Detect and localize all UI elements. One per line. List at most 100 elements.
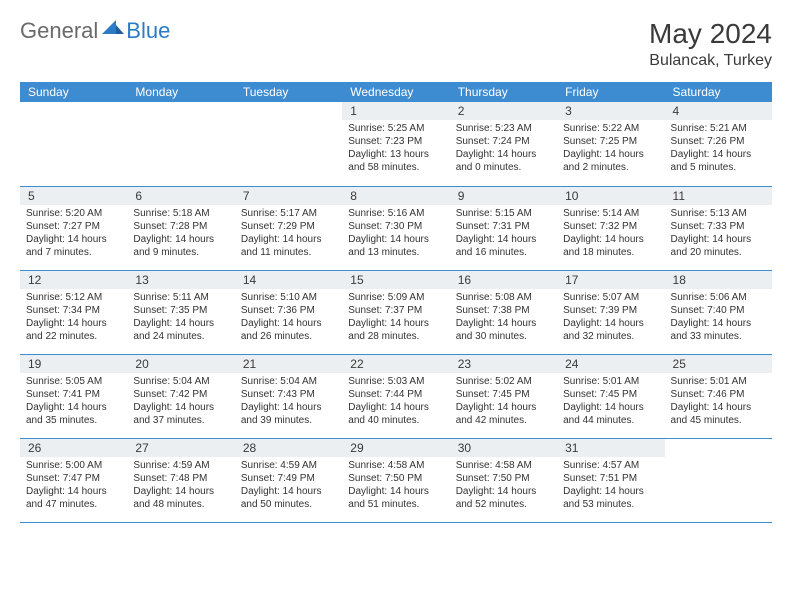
- cell-body: Sunrise: 5:07 AMSunset: 7:39 PMDaylight:…: [557, 289, 664, 347]
- sunset-line: Sunset: 7:47 PM: [26, 472, 121, 485]
- day-header: Sunday: [20, 82, 127, 102]
- calendar-cell: 20Sunrise: 5:04 AMSunset: 7:42 PMDayligh…: [127, 354, 234, 438]
- cell-body: Sunrise: 5:17 AMSunset: 7:29 PMDaylight:…: [235, 205, 342, 263]
- day-number: 12: [20, 271, 127, 289]
- day-header: Friday: [557, 82, 664, 102]
- calendar-table: SundayMondayTuesdayWednesdayThursdayFrid…: [20, 82, 772, 523]
- calendar-cell: 24Sunrise: 5:01 AMSunset: 7:45 PMDayligh…: [557, 354, 664, 438]
- sunrise-line: Sunrise: 5:01 AM: [563, 375, 658, 388]
- sunset-line: Sunset: 7:30 PM: [348, 220, 443, 233]
- sunrise-line: Sunrise: 5:04 AM: [133, 375, 228, 388]
- calendar-cell: [20, 102, 127, 186]
- day-header: Monday: [127, 82, 234, 102]
- sunrise-line: Sunrise: 4:57 AM: [563, 459, 658, 472]
- day-number: 5: [20, 187, 127, 205]
- sunset-line: Sunset: 7:42 PM: [133, 388, 228, 401]
- day-number: 24: [557, 355, 664, 373]
- title-block: May 2024 Bulancak, Turkey: [649, 18, 772, 70]
- sunset-line: Sunset: 7:48 PM: [133, 472, 228, 485]
- sunrise-line: Sunrise: 5:12 AM: [26, 291, 121, 304]
- sunset-line: Sunset: 7:34 PM: [26, 304, 121, 317]
- daylight-line: Daylight: 14 hours and 0 minutes.: [456, 148, 551, 174]
- sunset-line: Sunset: 7:26 PM: [671, 135, 766, 148]
- daylight-line: Daylight: 14 hours and 28 minutes.: [348, 317, 443, 343]
- sunset-line: Sunset: 7:41 PM: [26, 388, 121, 401]
- calendar-cell: 19Sunrise: 5:05 AMSunset: 7:41 PMDayligh…: [20, 354, 127, 438]
- calendar-cell: 27Sunrise: 4:59 AMSunset: 7:48 PMDayligh…: [127, 438, 234, 522]
- calendar-cell: 12 Sunrise: 5:12 AMSunset: 7:34 PMDayligh…: [20, 270, 127, 354]
- day-number: 6: [127, 187, 234, 205]
- day-number: 10: [557, 187, 664, 205]
- day-number: 31: [557, 439, 664, 457]
- sunrise-line: Sunrise: 5:25 AM: [348, 122, 443, 135]
- day-header-row: SundayMondayTuesdayWednesdayThursdayFrid…: [20, 82, 772, 102]
- sunset-line: Sunset: 7:46 PM: [671, 388, 766, 401]
- daylight-line: Daylight: 14 hours and 13 minutes.: [348, 233, 443, 259]
- cell-body: Sunrise: 5:22 AMSunset: 7:25 PMDaylight:…: [557, 120, 664, 178]
- calendar-cell: 1Sunrise: 5:25 AMSunset: 7:23 PMDaylight…: [342, 102, 449, 186]
- location-label: Bulancak, Turkey: [649, 52, 772, 70]
- page-title: May 2024: [649, 18, 772, 50]
- calendar-cell: 21Sunrise: 5:04 AMSunset: 7:43 PMDayligh…: [235, 354, 342, 438]
- cell-body: Sunrise: 5:16 AMSunset: 7:30 PMDaylight:…: [342, 205, 449, 263]
- daylight-line: Daylight: 14 hours and 16 minutes.: [456, 233, 551, 259]
- cell-body: Sunrise: 5:06 AMSunset: 7:40 PMDaylight:…: [665, 289, 772, 347]
- cell-body: Sunrise: 4:59 AMSunset: 7:49 PMDaylight:…: [235, 457, 342, 515]
- sunrise-line: Sunrise: 5:10 AM: [241, 291, 336, 304]
- cell-body: Sunrise: 5:23 AMSunset: 7:24 PMDaylight:…: [450, 120, 557, 178]
- logo-text-blue: Blue: [126, 18, 170, 44]
- sunset-line: Sunset: 7:49 PM: [241, 472, 336, 485]
- calendar-week-row: 5Sunrise: 5:20 AMSunset: 7:27 PMDaylight…: [20, 186, 772, 270]
- day-number: 29: [342, 439, 449, 457]
- cell-body: Sunrise: 5:01 AMSunset: 7:46 PMDaylight:…: [665, 373, 772, 431]
- daylight-line: Daylight: 14 hours and 22 minutes.: [26, 317, 121, 343]
- sunrise-line: Sunrise: 5:00 AM: [26, 459, 121, 472]
- sunset-line: Sunset: 7:39 PM: [563, 304, 658, 317]
- day-number: 2: [450, 102, 557, 120]
- calendar-week-row: 12Sunrise: 5:12 AMSunset: 7:34 PMDayligh…: [20, 270, 772, 354]
- daylight-line: Daylight: 14 hours and 39 minutes.: [241, 401, 336, 427]
- cell-body: Sunrise: 4:57 AMSunset: 7:51 PMDaylight:…: [557, 457, 664, 515]
- sunrise-line: Sunrise: 5:23 AM: [456, 122, 551, 135]
- day-header: Tuesday: [235, 82, 342, 102]
- sunset-line: Sunset: 7:50 PM: [348, 472, 443, 485]
- daylight-line: Daylight: 14 hours and 33 minutes.: [671, 317, 766, 343]
- daylight-line: Daylight: 14 hours and 5 minutes.: [671, 148, 766, 174]
- cell-body: Sunrise: 5:04 AMSunset: 7:43 PMDaylight:…: [235, 373, 342, 431]
- cell-body: Sunrise: 4:58 AMSunset: 7:50 PMDaylight:…: [342, 457, 449, 515]
- calendar-cell: [127, 102, 234, 186]
- cell-body: Sunrise: 5:11 AMSunset: 7:35 PMDaylight:…: [127, 289, 234, 347]
- cell-body: Sunrise: 5:18 AMSunset: 7:28 PMDaylight:…: [127, 205, 234, 263]
- daylight-line: Daylight: 14 hours and 40 minutes.: [348, 401, 443, 427]
- calendar-cell: [235, 102, 342, 186]
- sunset-line: Sunset: 7:38 PM: [456, 304, 551, 317]
- cell-body: Sunrise: 5:05 AMSunset: 7:41 PMDaylight:…: [20, 373, 127, 431]
- sunset-line: Sunset: 7:45 PM: [456, 388, 551, 401]
- daylight-line: Daylight: 14 hours and 32 minutes.: [563, 317, 658, 343]
- sunset-line: Sunset: 7:40 PM: [671, 304, 766, 317]
- daylight-line: Daylight: 14 hours and 20 minutes.: [671, 233, 766, 259]
- calendar-cell: 25Sunrise: 5:01 AMSunset: 7:46 PMDayligh…: [665, 354, 772, 438]
- cell-body: Sunrise: 5:03 AMSunset: 7:44 PMDaylight:…: [342, 373, 449, 431]
- day-number: 14: [235, 271, 342, 289]
- calendar-cell: [665, 438, 772, 522]
- sunset-line: Sunset: 7:45 PM: [563, 388, 658, 401]
- sunrise-line: Sunrise: 5:20 AM: [26, 207, 121, 220]
- day-number: 16: [450, 271, 557, 289]
- sunset-line: Sunset: 7:28 PM: [133, 220, 228, 233]
- cell-body: Sunrise: 5:14 AMSunset: 7:32 PMDaylight:…: [557, 205, 664, 263]
- day-number: 20: [127, 355, 234, 373]
- sunset-line: Sunset: 7:24 PM: [456, 135, 551, 148]
- sunrise-line: Sunrise: 5:13 AM: [671, 207, 766, 220]
- day-number: 17: [557, 271, 664, 289]
- sunrise-line: Sunrise: 5:11 AM: [133, 291, 228, 304]
- sunrise-line: Sunrise: 4:58 AM: [348, 459, 443, 472]
- daylight-line: Daylight: 14 hours and 11 minutes.: [241, 233, 336, 259]
- cell-body: Sunrise: 5:25 AMSunset: 7:23 PMDaylight:…: [342, 120, 449, 178]
- cell-body: Sunrise: 5:00 AMSunset: 7:47 PMDaylight:…: [20, 457, 127, 515]
- daylight-line: Daylight: 14 hours and 51 minutes.: [348, 485, 443, 511]
- sunset-line: Sunset: 7:32 PM: [563, 220, 658, 233]
- calendar-cell: 4Sunrise: 5:21 AMSunset: 7:26 PMDaylight…: [665, 102, 772, 186]
- daylight-line: Daylight: 14 hours and 48 minutes.: [133, 485, 228, 511]
- sunrise-line: Sunrise: 5:15 AM: [456, 207, 551, 220]
